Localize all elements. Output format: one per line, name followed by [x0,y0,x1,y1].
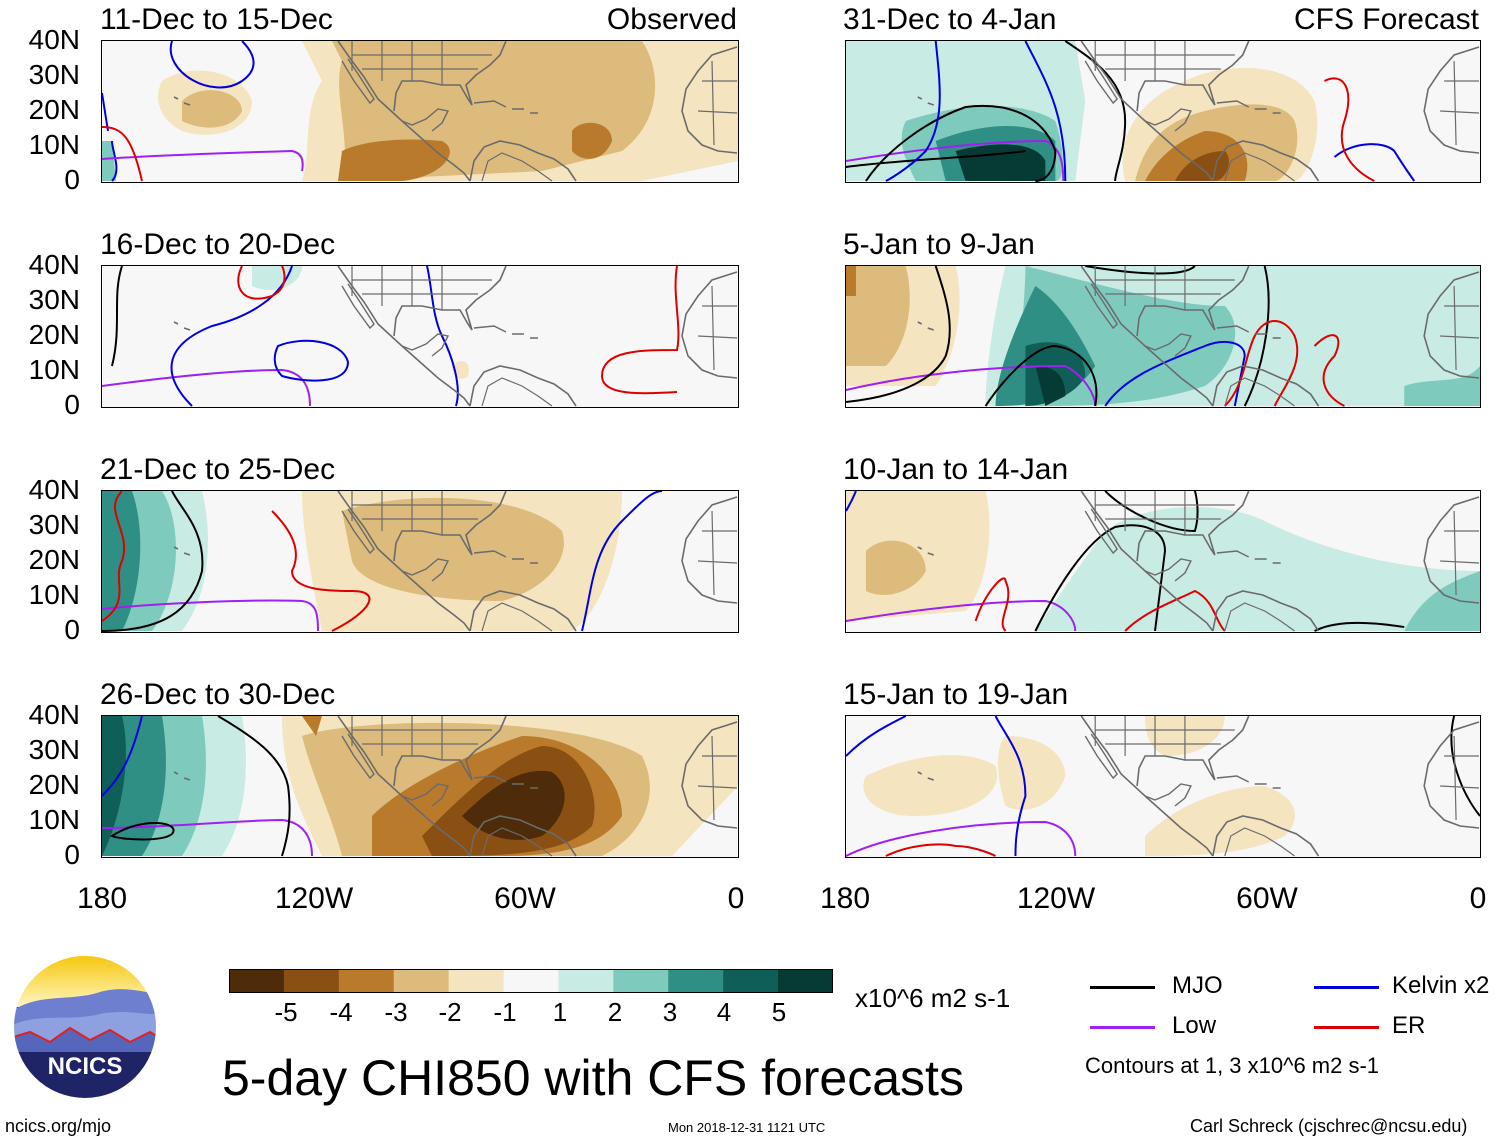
colorbar-label: 2 [607,997,623,1027]
lat-label-10n: 10N [28,129,80,160]
footer-timestamp: Mon 2018-12-31 1121 UTC [668,1120,826,1135]
lon-label-120w: 120W [274,882,354,915]
lat-label-0: 0 [64,164,80,195]
lon-label-180: 180 [819,882,871,915]
lon-label-60w: 60W [1236,882,1298,915]
legend-label-er: ER [1392,1012,1426,1039]
lat-label-40n: 40N [28,249,80,280]
colorbar-swatch [283,969,340,993]
map-panel-4-plot [102,716,738,857]
panel-title-5: 31-Dec to 4-Jan [843,3,1057,36]
legend-line-mjo [1090,986,1155,989]
lat-label-30n: 30N [28,59,80,90]
logo-text: NCICS [48,1053,123,1080]
colorbar-label: 4 [716,997,732,1027]
panel-title-2: 16-Dec to 20-Dec [100,228,336,261]
map-panel-8-plot [846,716,1480,857]
lat-label-10n: 10N [28,804,80,835]
lat-label-40n: 40N [28,699,80,730]
legend-label-mjo: MJO [1172,972,1223,999]
panel-title-6: 5-Jan to 9-Jan [843,228,1035,261]
map-panel-1-plot [102,41,738,182]
map-panel-5-plot [846,41,1480,182]
panel-title-1: 11-Dec to 15-Dec [100,3,333,36]
colorbar-label: 5 [771,997,787,1027]
legend-label-low: Low [1172,1012,1217,1039]
lat-label-20n: 20N [28,94,80,125]
main-title: 5-day CHI850 with CFS forecasts [222,1050,964,1106]
panel-title-4: 26-Dec to 30-Dec [100,678,336,711]
forecast-tag: CFS Forecast [1293,3,1479,36]
lat-label-20n: 20N [28,544,80,575]
panel-title-7: 10-Jan to 14-Jan [843,453,1069,486]
colorbar-swatch [503,969,559,993]
map-panel-6-plot [846,266,1480,407]
footer-url[interactable]: ncics.org/mjo [5,1116,112,1136]
colorbar-swatch [393,969,450,993]
map-panel-5 [845,40,1481,183]
lat-label-0: 0 [64,389,80,420]
lat-label-10n: 10N [28,354,80,385]
lat-label-30n: 30N [28,284,80,315]
colorbar-swatch [723,969,779,993]
colorbar-swatch [448,969,505,993]
legend-line-er [1314,1026,1379,1029]
colorbar-swatch [229,969,285,993]
map-panel-8 [845,715,1481,858]
legend-line-low [1090,1026,1155,1029]
lat-label-40n: 40N [28,474,80,505]
colorbar [229,969,833,993]
colorbar-label: -1 [493,997,517,1027]
lat-label-30n: 30N [28,734,80,765]
map-panel-2-plot [102,266,738,407]
map-panel-6 [845,265,1481,408]
colorbar-swatch [778,969,833,993]
colorbar-label: -5 [274,997,298,1027]
panel-title-8: 15-Jan to 19-Jan [843,678,1069,711]
lon-label-0: 0 [727,882,745,915]
legend-label-kelvin: Kelvin x2 [1392,972,1490,999]
colorbar-units: x10^6 m2 s-1 [855,983,1011,1013]
map-panel-3 [101,490,739,633]
lon-label-0: 0 [1469,882,1487,915]
lat-label-20n: 20N [28,769,80,800]
colorbar-label: 3 [662,997,678,1027]
colorbar-label: -4 [329,997,353,1027]
map-panel-1 [101,40,739,183]
lon-label-120w: 120W [1016,882,1096,915]
legend-line-kelvin [1314,986,1379,989]
lon-label-60w: 60W [494,882,556,915]
map-panel-7 [845,490,1481,633]
lat-label-20n: 20N [28,319,80,350]
map-panel-3-plot [102,491,738,632]
lat-label-40n: 40N [28,24,80,55]
footer-credit: Carl Schreck (cjschrec@ncsu.edu) [1190,1116,1468,1136]
map-panel-2 [101,265,739,408]
lat-label-0: 0 [64,839,80,870]
colorbar-label: -3 [384,997,408,1027]
ncics-logo: NCICS [12,954,158,1100]
colorbar-swatch [613,969,669,993]
colorbar-swatch [338,969,395,993]
lat-label-30n: 30N [28,509,80,540]
colorbar-label: 1 [552,997,568,1027]
colorbar-swatch [558,969,614,993]
colorbar-label: -2 [438,997,462,1027]
panel-title-3: 21-Dec to 25-Dec [100,453,336,486]
map-panel-7-plot [846,491,1480,632]
lat-label-10n: 10N [28,579,80,610]
observed-tag: Observed [606,3,737,36]
map-panel-4 [101,715,739,858]
contours-note: Contours at 1, 3 x10^6 m2 s-1 [1085,1053,1380,1078]
lat-label-0: 0 [64,614,80,645]
colorbar-swatch [668,969,724,993]
lon-label-180: 180 [76,882,128,915]
